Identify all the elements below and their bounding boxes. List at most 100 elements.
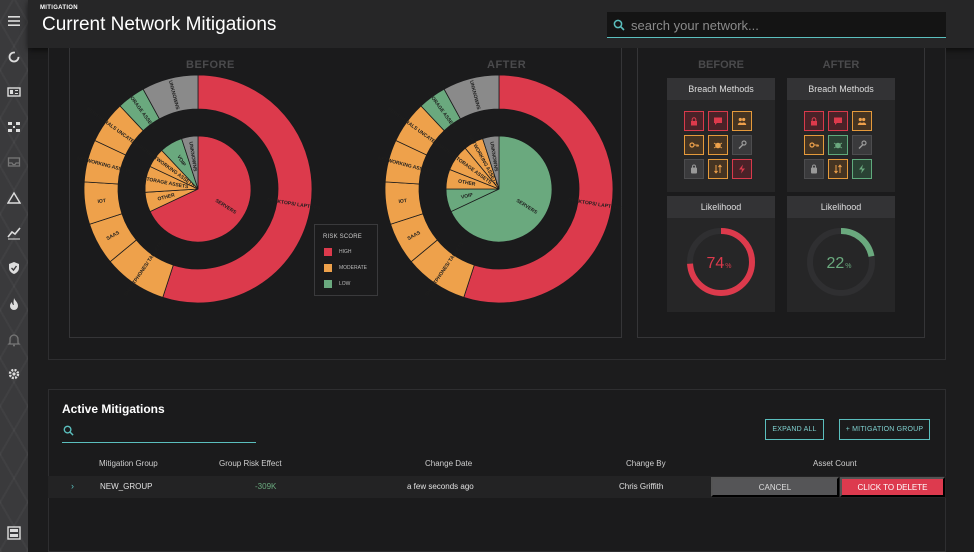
breach-method-tile[interactable]	[804, 111, 824, 131]
likelihood-after-value: 22%	[826, 255, 851, 272]
likelihood-before-value: 74%	[706, 255, 731, 272]
bolt-icon	[739, 164, 745, 174]
breach-method-tile[interactable]	[828, 135, 848, 155]
id-card-icon[interactable]	[4, 82, 24, 102]
refresh-icon[interactable]	[4, 47, 24, 67]
breach-method-tile[interactable]	[852, 135, 872, 155]
column-header-risk-effect[interactable]: Group Risk Effect	[219, 459, 282, 468]
row-change-by: Chris Griffith	[619, 482, 664, 491]
before-inner-label: VOIP	[175, 154, 187, 168]
active-mitigations-panel	[48, 389, 946, 552]
before-inner-slice[interactable]	[181, 135, 199, 190]
breach-method-tile[interactable]	[732, 111, 752, 131]
legend-swatch-moderate	[324, 264, 332, 272]
users-icon	[857, 117, 867, 125]
breach-method-tile[interactable]	[804, 135, 824, 155]
search-icon	[613, 19, 625, 31]
breach-method-tile[interactable]	[732, 135, 752, 155]
breach-method-tile[interactable]	[852, 159, 872, 179]
bug-icon	[833, 142, 843, 149]
breach-method-tile[interactable]	[708, 135, 728, 155]
breach-method-tile[interactable]	[804, 159, 824, 179]
likelihood-before-arc	[687, 228, 755, 296]
fire-icon[interactable]	[4, 294, 24, 314]
breach-method-tile[interactable]	[828, 111, 848, 131]
column-header-asset-count[interactable]: Asset Count	[813, 459, 857, 468]
breach-methods-title: Breach Methods	[667, 78, 775, 100]
breach-method-tile[interactable]	[708, 111, 728, 131]
key-icon	[689, 142, 699, 148]
legend-swatch-low	[324, 280, 332, 288]
add-mitigation-group-button[interactable]: + MITIGATION GROUP	[839, 419, 930, 440]
after-inner-slice[interactable]	[450, 135, 553, 243]
users-icon	[737, 117, 747, 125]
breach-method-tile[interactable]	[684, 135, 704, 155]
risk-legend: RISK SCORE HIGH MODERATE LOW	[314, 224, 378, 296]
active-mitigations-title: Active Mitigations	[62, 402, 165, 416]
layout-icon[interactable]	[4, 523, 24, 543]
after-outer-slice[interactable]	[463, 74, 614, 304]
mitigation-search-input[interactable]	[80, 423, 250, 439]
search-bar[interactable]	[607, 12, 946, 38]
likelihood-title: Likelihood	[667, 196, 775, 218]
breakdown-after-heading: AFTER	[822, 59, 860, 71]
expand-all-button[interactable]: EXPAND ALL	[765, 419, 824, 440]
before-inner-label: OTHER	[157, 192, 176, 202]
row-change-date: a few seconds ago	[407, 482, 474, 491]
warning-icon[interactable]	[4, 188, 24, 208]
network-icon[interactable]	[4, 117, 24, 137]
after-inner-label: OTHER	[458, 179, 477, 188]
trend-icon[interactable]	[4, 223, 24, 243]
breach-method-tile[interactable]	[732, 159, 752, 179]
key-icon	[809, 142, 819, 148]
after-outer-label: IOT	[398, 198, 407, 205]
before-outer-slice[interactable]	[162, 74, 313, 304]
search-input[interactable]	[631, 15, 931, 35]
bag-icon	[811, 164, 817, 174]
column-header-group[interactable]: Mitigation Group	[99, 459, 158, 468]
chat-icon	[834, 117, 842, 125]
after-inner-slice[interactable]	[482, 135, 500, 190]
likelihood-title: Likelihood	[787, 196, 895, 218]
breach-methods-before: Breach Methods	[667, 78, 775, 192]
column-header-change-by[interactable]: Change By	[626, 459, 666, 468]
breach-method-tile[interactable]	[852, 111, 872, 131]
swap-icon	[714, 164, 722, 174]
after-outer-slice[interactable]	[443, 74, 500, 120]
page-title: Current Network Mitigations	[42, 14, 277, 35]
delete-button[interactable]: CLICK TO DELETE	[840, 477, 945, 497]
expand-row-chevron-icon[interactable]: ›	[71, 481, 74, 491]
breach-method-tile[interactable]	[684, 159, 704, 179]
before-outer-label: IOT	[97, 198, 106, 205]
after-inner-label: VOIP	[461, 192, 475, 201]
inbox-icon[interactable]	[4, 152, 24, 172]
search-icon	[63, 425, 74, 436]
breach-method-tile[interactable]	[708, 159, 728, 179]
mitigation-search[interactable]	[62, 421, 256, 443]
menu-icon[interactable]	[4, 11, 24, 31]
column-header-change-date[interactable]: Change Date	[425, 459, 473, 468]
before-outer-slice[interactable]	[142, 74, 199, 120]
breach-method-tile[interactable]	[828, 159, 848, 179]
legend-swatch-high	[324, 248, 332, 256]
breach-method-grid	[684, 111, 758, 179]
shield-icon[interactable]	[4, 258, 24, 278]
before-inner-label: UNKNOWNS	[187, 141, 198, 172]
header: MITIGATION Current Network Mitigations	[28, 0, 974, 48]
chat-icon	[714, 117, 722, 125]
before-chart-heading: BEFORE	[186, 59, 235, 71]
legend-item-high: HIGH	[324, 248, 352, 256]
likelihood-after-arc	[807, 228, 875, 296]
cancel-button[interactable]: CANCEL	[711, 477, 839, 497]
before-inner-slice[interactable]	[149, 135, 252, 243]
breach-methods-after: Breach Methods	[787, 78, 895, 192]
breach-method-tile[interactable]	[684, 111, 704, 131]
risk-chart-box	[69, 48, 622, 338]
bell-icon[interactable]	[4, 330, 24, 350]
legend-title: RISK SCORE	[323, 234, 363, 240]
row-group-name: NEW_GROUP	[100, 482, 153, 491]
gear-icon[interactable]	[4, 364, 24, 384]
